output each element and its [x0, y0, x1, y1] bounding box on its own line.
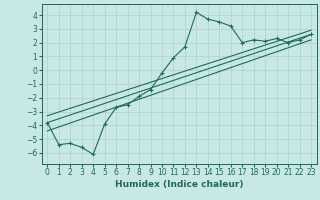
- X-axis label: Humidex (Indice chaleur): Humidex (Indice chaleur): [115, 180, 244, 189]
